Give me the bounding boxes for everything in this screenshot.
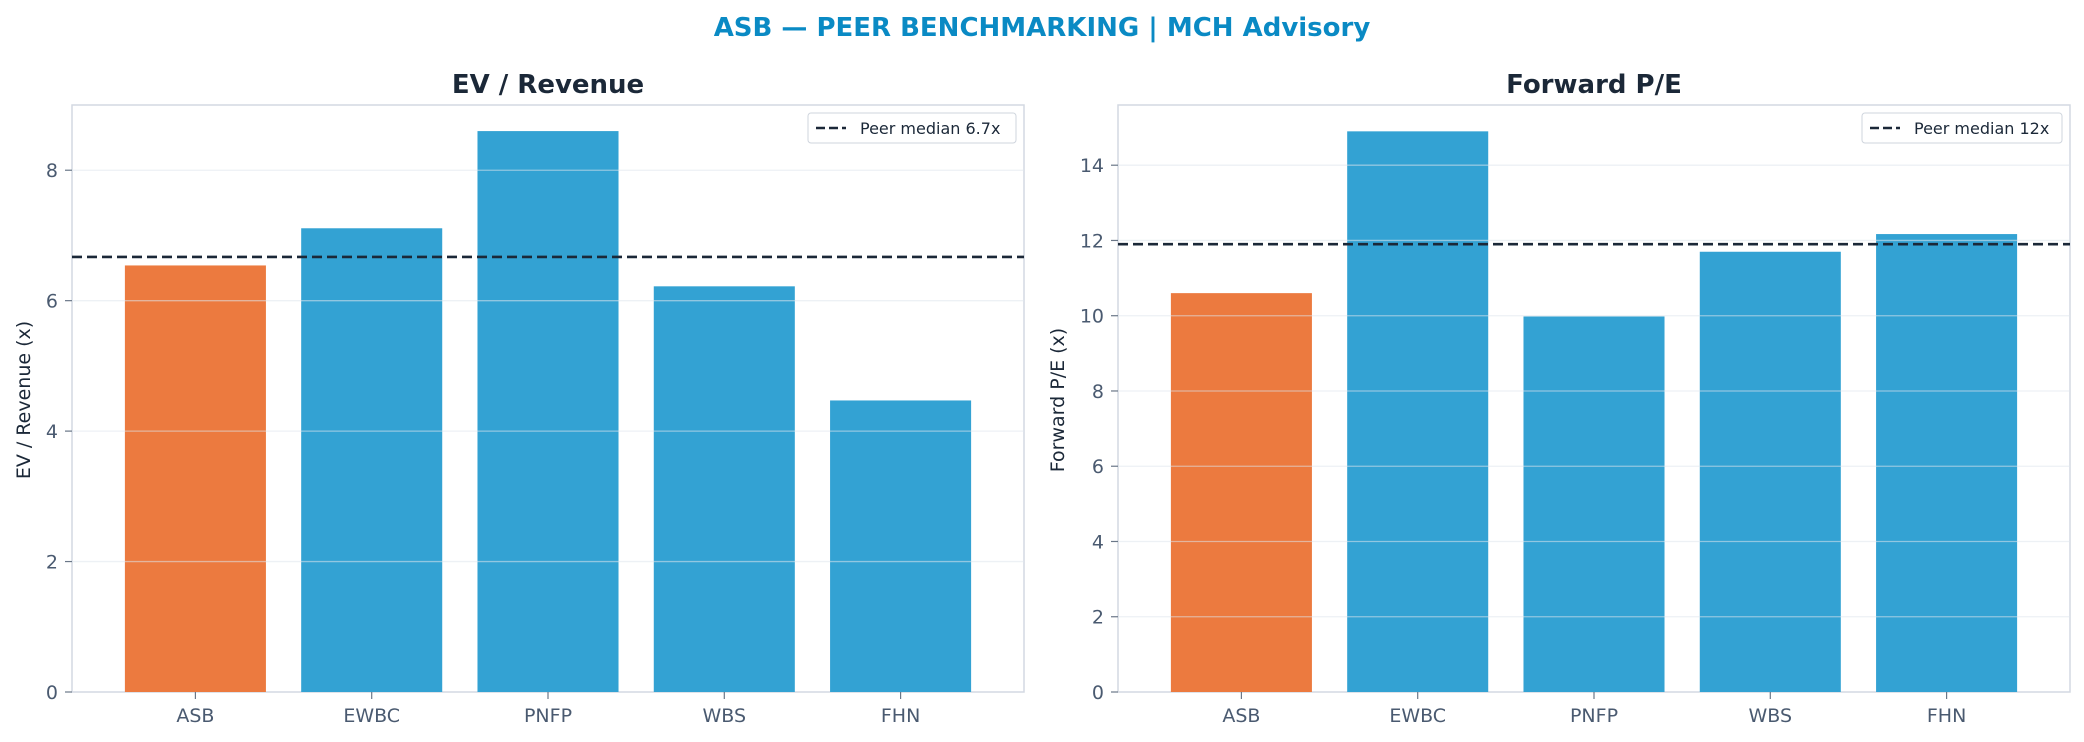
figure-title: ASB — PEER BENCHMARKING | MCH Advisory [714,13,1371,43]
forward-pe-bar-pnfp [1523,316,1665,692]
ev-revenue-panel: EV / Revenue EV / Revenue (x) 0 2 4 6 8 ASB EW… [13,70,1025,727]
ev-revenue-x-tick-label: FHN [881,705,920,727]
ev-revenue-bar-wbs [653,286,795,692]
ev-revenue-bar-pnfp [477,131,619,693]
ev-revenue-bar-ewbc [301,228,443,692]
ev-revenue-x-tick-label: PNFP [524,705,572,727]
forward-pe-x-tick-label: EWBC [1389,705,1446,727]
forward-pe-bar-fhn [1876,234,2018,692]
forward-pe-y-tick-label: 14 [1080,155,1104,177]
forward-pe-legend-label: Peer median 12x [1914,119,2049,138]
forward-pe-y-tick-label: 2 [1092,607,1104,629]
forward-pe-x-tick-label: WBS [1749,705,1793,727]
forward-pe-panel: Forward P/E Forward P/E (x) 0 2 4 6 8 10 12 14 A… [1047,70,2071,727]
ev-revenue-bar-fhn [830,400,972,692]
ev-revenue-y-axis-label: EV / Revenue (x) [13,321,35,479]
ev-revenue-y-tick-label: 8 [46,160,58,182]
ev-revenue-x-tick-label: ASB [176,705,214,727]
ev-revenue-y-tick-label: 0 [46,682,58,704]
forward-pe-x-tick-label: FHN [1927,705,1966,727]
forward-pe-bar-asb [1170,293,1312,692]
forward-pe-x-tick-label: PNFP [1570,705,1618,727]
ev-revenue-bar-asb [124,265,266,692]
forward-pe-y-axis-label: Forward P/E (x) [1047,328,1069,472]
forward-pe-title: Forward P/E [1506,70,1682,100]
forward-pe-y-tick-label: 12 [1080,230,1104,252]
forward-pe-y-tick-label: 4 [1092,531,1104,553]
forward-pe-x-tick-label: ASB [1222,705,1260,727]
ev-revenue-x-tick-label: WBS [703,705,747,727]
ev-revenue-y-tick-label: 6 [46,291,58,313]
ev-revenue-x-tick-label: EWBC [343,705,400,727]
ev-revenue-legend-box [807,112,1017,144]
forward-pe-bar-wbs [1699,251,1841,692]
ev-revenue-title: EV / Revenue [452,70,644,100]
forward-pe-y-tick-label: 0 [1092,682,1104,704]
forward-pe-legend-box [1861,112,2063,144]
ev-revenue-y-tick-label: 2 [46,552,58,574]
forward-pe-y-tick-label: 8 [1092,381,1104,403]
forward-pe-bar-ewbc [1347,131,1489,693]
ev-revenue-y-tick-label: 4 [46,421,58,443]
forward-pe-y-tick-label: 6 [1092,456,1104,478]
forward-pe-y-tick-label: 10 [1080,306,1104,328]
ev-revenue-legend-label: Peer median 6.7x [860,119,1000,138]
